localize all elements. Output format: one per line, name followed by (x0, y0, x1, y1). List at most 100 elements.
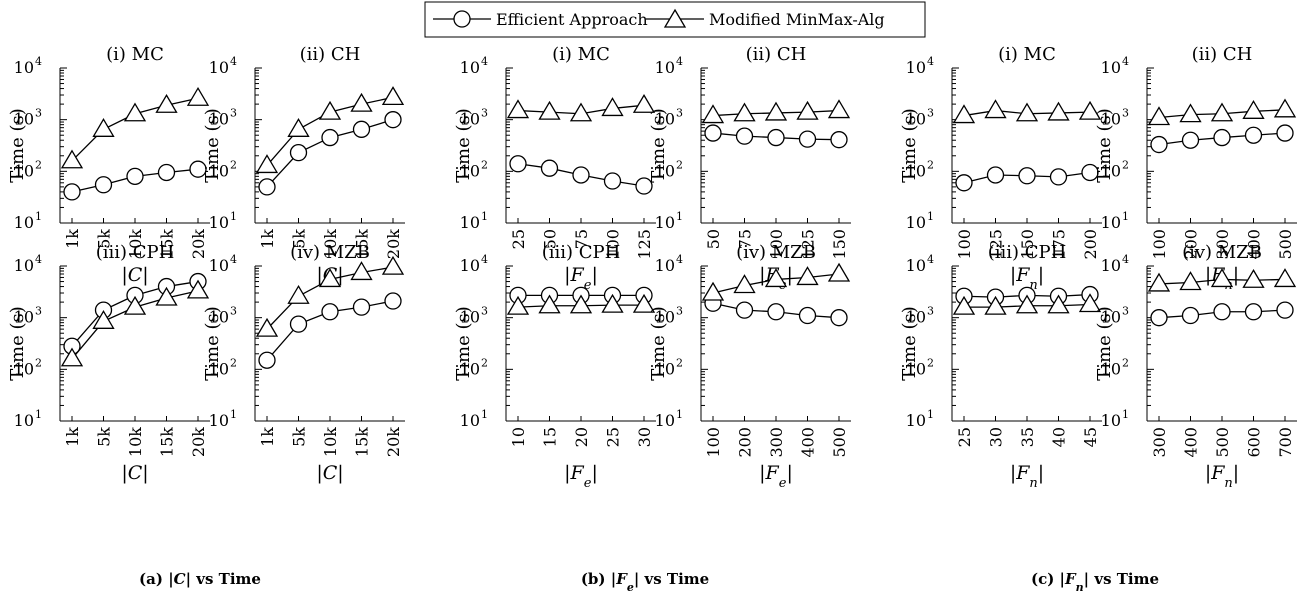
y-axis-label: Time (s) (7, 306, 28, 381)
data-point-triangle (186, 86, 210, 106)
y-tick-label: 10 (209, 411, 229, 430)
data-point-triangle (733, 274, 756, 294)
y-tick-label: 10 (460, 213, 480, 232)
data-point-triangle (1147, 272, 1171, 292)
x-tick-label: 20k (189, 229, 208, 259)
data-point-triangle (1147, 106, 1171, 126)
y-tick-label: 10 (906, 161, 926, 180)
y-tick-exponent: 1 (230, 408, 237, 421)
y-axis-label: Time (s) (453, 306, 474, 381)
x-tick-label: 20k (384, 427, 403, 457)
data-point-triangle (701, 281, 725, 301)
y-tick-label: 10 (14, 110, 34, 129)
chart-title: (iv) MZB (736, 242, 816, 263)
x-tick-label: 300 (1150, 427, 1169, 458)
data-point-circle (540, 159, 559, 177)
x-axis-label: |Fe| (564, 264, 598, 293)
y-axis-label: Time (s) (899, 108, 920, 183)
y-tick-label: 10 (906, 308, 926, 327)
x-tick-label: 100 (704, 427, 723, 458)
y-tick-label: 10 (655, 213, 675, 232)
x-axis-label: |C| (121, 462, 148, 484)
x-tick-label: 5k (290, 427, 309, 447)
chart-title: (iv) MZB (290, 242, 370, 263)
data-point-triangle (1047, 101, 1070, 121)
data-point-circle (126, 167, 144, 185)
data-point-circle (830, 131, 848, 149)
data-point-triangle (632, 93, 656, 113)
y-tick-exponent: 3 (676, 107, 683, 120)
x-tick-label: 25 (509, 229, 528, 249)
x-tick-label: 400 (1245, 229, 1264, 260)
legend-circle-marker (453, 10, 471, 28)
y-tick-label: 10 (14, 161, 34, 180)
x-axis-label: |Fn| (1205, 462, 1239, 491)
y-tick-label: 10 (14, 256, 34, 275)
y-tick-exponent: 4 (927, 253, 934, 266)
x-tick-label: 20 (572, 427, 591, 447)
data-point-circle (352, 120, 371, 138)
x-tick-label: 10k (321, 229, 340, 259)
data-point-circle (1213, 303, 1231, 321)
data-point-circle (830, 309, 848, 327)
y-tick-label: 10 (906, 359, 926, 378)
data-point-circle (1081, 163, 1099, 182)
x-tick-label: 175 (1050, 229, 1069, 260)
chart-title: (i) MC (998, 44, 1056, 65)
x-axis-label: |C| (316, 462, 343, 484)
y-tick-label: 10 (906, 256, 926, 275)
y-tick-label: 10 (906, 213, 926, 232)
legend-label-efficient: Efficient Approach (496, 10, 648, 29)
y-tick-label: 10 (906, 110, 926, 129)
y-tick-exponent: 4 (35, 253, 42, 266)
data-point-triangle (155, 286, 178, 306)
x-tick-label: 1k (258, 427, 277, 447)
y-tick-label: 10 (655, 308, 675, 327)
data-point-triangle (1242, 100, 1265, 119)
y-tick-exponent: 1 (481, 408, 488, 421)
x-tick-label: 25 (955, 427, 974, 447)
y-tick-exponent: 2 (35, 158, 42, 171)
data-point-circle (735, 127, 754, 145)
y-tick-exponent: 3 (927, 107, 934, 120)
legend-triangle-marker (663, 8, 687, 28)
y-tick-exponent: 1 (481, 210, 488, 223)
y-tick-label: 10 (1101, 308, 1121, 327)
y-tick-exponent: 2 (481, 158, 488, 171)
y-tick-label: 10 (460, 58, 480, 77)
x-tick-label: 5k (95, 229, 114, 249)
data-point-circle (603, 172, 622, 190)
x-tick-label: 15k (158, 427, 177, 457)
data-point-triangle (764, 101, 788, 121)
data-point-triangle (1179, 271, 1202, 291)
x-tick-label: 5k (95, 427, 114, 447)
chart-title: (iii) CPH (542, 242, 621, 263)
chart-title: (ii) CH (1192, 44, 1253, 65)
y-tick-label: 10 (209, 110, 229, 129)
chart-title: (iv) MZB (1182, 242, 1262, 263)
y-tick-label: 10 (14, 359, 34, 378)
y-tick-label: 10 (14, 213, 34, 232)
y-tick-exponent: 1 (230, 210, 237, 223)
y-axis-label: Time (s) (202, 108, 223, 183)
sub-caption: (b) |Fe| vs Time (581, 570, 709, 594)
data-point-circle (1244, 303, 1263, 321)
x-tick-label: 700 (1276, 427, 1295, 458)
y-tick-label: 10 (209, 58, 229, 77)
data-point-triangle (506, 99, 530, 119)
data-point-triangle (1015, 102, 1039, 122)
y-tick-label: 10 (1101, 359, 1121, 378)
y-tick-exponent: 3 (676, 305, 683, 318)
data-point-circle (1213, 128, 1231, 147)
data-point-circle (1150, 309, 1168, 327)
x-tick-label: 15k (158, 229, 177, 259)
y-tick-exponent: 4 (676, 253, 683, 266)
x-tick-label: 35 (1018, 427, 1037, 447)
y-tick-label: 10 (655, 58, 675, 77)
y-tick-exponent: 3 (230, 107, 237, 120)
x-tick-label: 50 (541, 229, 560, 249)
data-point-circle (986, 166, 1005, 184)
y-tick-exponent: 2 (481, 356, 488, 369)
